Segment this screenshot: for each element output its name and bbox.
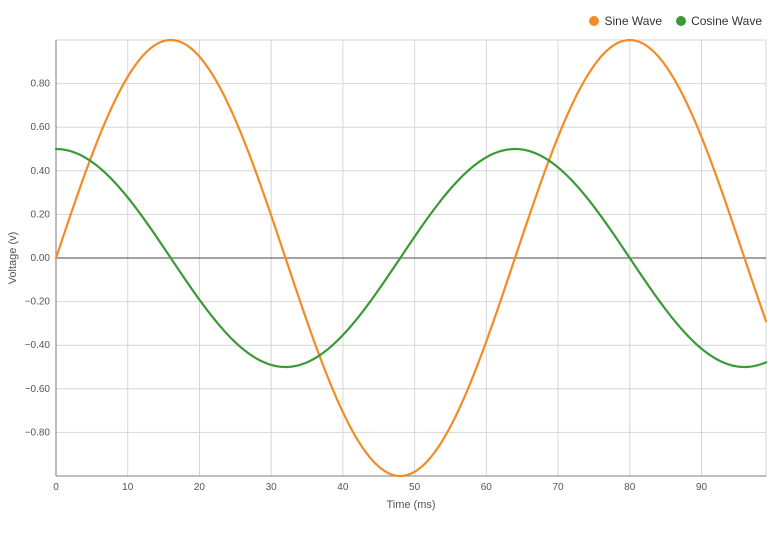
y-tick-label: −0.80 [25, 427, 51, 438]
y-tick-label: 0.60 [31, 122, 51, 133]
legend-label-sine: Sine Wave [604, 14, 662, 28]
legend-marker-cosine [676, 16, 686, 26]
x-tick-label: 20 [194, 482, 206, 493]
y-tick-label: 0.20 [31, 209, 51, 220]
legend-item-cosine: Cosine Wave [676, 14, 762, 28]
y-tick-label: 0.40 [31, 166, 51, 177]
legend-item-sine: Sine Wave [589, 14, 662, 28]
x-tick-label: 40 [337, 482, 349, 493]
chart-svg: 0 10 20 30 40 50 60 70 80 90 −0.80 −0.60 −0.40 −0.20 0… [0, 0, 780, 540]
x-tick-label: 80 [624, 482, 636, 493]
legend-marker-sine [589, 16, 599, 26]
y-tick-label: −0.20 [25, 297, 51, 308]
y-axis-label: Voltage (v) [7, 232, 19, 285]
x-tick-label: 60 [481, 482, 493, 493]
x-tick-label: 30 [266, 482, 278, 493]
x-tick-label: 0 [53, 482, 59, 493]
x-tick-label: 10 [122, 482, 134, 493]
grid-layer [56, 40, 766, 476]
y-tick-label: 0.80 [31, 79, 51, 90]
x-tick-label: 90 [696, 482, 708, 493]
legend: Sine Wave Cosine Wave [589, 14, 762, 28]
x-tick-label: 70 [552, 482, 564, 493]
x-tick-label: 50 [409, 482, 421, 493]
y-tick-label: −0.40 [25, 340, 51, 351]
x-axis-label: Time (ms) [386, 499, 435, 511]
legend-label-cosine: Cosine Wave [691, 14, 762, 28]
y-tick-label: −0.60 [25, 384, 51, 395]
y-tick-label: 0.00 [31, 253, 51, 264]
voltage-chart: Sine Wave Cosine Wave 0 10 20 30 40 50 60 70 80 9… [0, 0, 780, 540]
